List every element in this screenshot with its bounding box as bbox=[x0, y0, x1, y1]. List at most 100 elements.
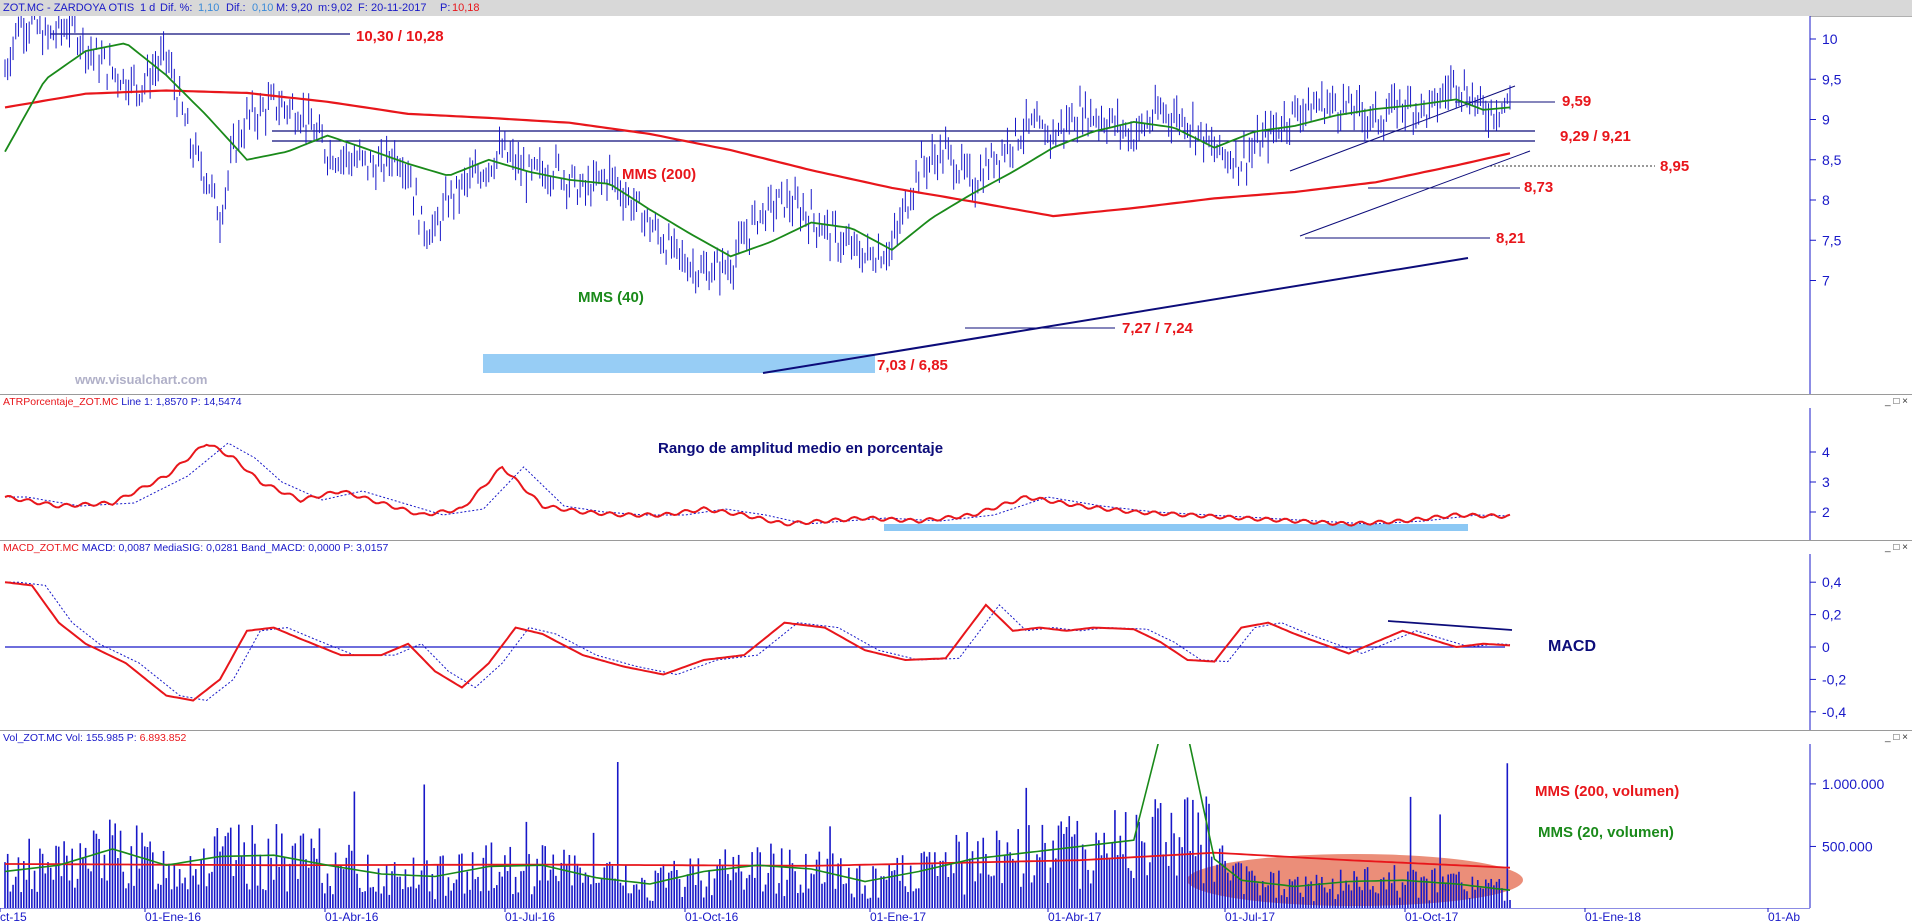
vol-p-label: P: bbox=[126, 732, 137, 744]
dif-label: Dif.: bbox=[226, 2, 246, 14]
atr-pane-title: ATRPorcentaje_ZOT.MC Line 1: 1,8570 P: 1… bbox=[3, 395, 242, 409]
y-tick-label: 7 bbox=[1822, 273, 1830, 289]
macd-chart: 0,4 0,2 0 -0,2 -0,4 MACD bbox=[4, 554, 1846, 730]
annotation-727: 7,27 / 7,24 bbox=[1122, 320, 1194, 337]
vol-p-value: 6.893.852 bbox=[139, 732, 187, 744]
y-tick-label: 0,4 bbox=[1822, 574, 1842, 590]
volume-window-controls[interactable]: _ □ × bbox=[1885, 732, 1908, 743]
atr-annotation: Rango de amplitud medio en porcentaje bbox=[658, 440, 943, 457]
price-bars bbox=[4, 16, 1511, 296]
dif-pct-value: 1,10 bbox=[198, 2, 220, 14]
annotation-929: 9,29 / 9,21 bbox=[1560, 128, 1631, 145]
macd-band-label: Band_MACD: bbox=[241, 542, 306, 554]
x-tick-label: 01-Jul-16 bbox=[505, 910, 555, 922]
x-tick-label: 01-Abr-16 bbox=[325, 910, 379, 922]
atr-window-controls[interactable]: _ □ × bbox=[1885, 396, 1908, 407]
date-value: 20-11-2017 bbox=[371, 2, 427, 14]
dif-value: 0,10 bbox=[252, 2, 274, 14]
y-tick-label: 8 bbox=[1822, 192, 1830, 208]
date-label: F: bbox=[358, 2, 368, 14]
title-bar: ZOT.MC - ZARDOYA OTIS 1 d Dif. %: 1,10 D… bbox=[0, 0, 1912, 17]
volume-y-axis: 1.000.000 500.000 bbox=[1810, 776, 1884, 854]
x-tick-label: 01-Ene-18 bbox=[1585, 910, 1641, 922]
x-tick-label: 01-Oct-16 bbox=[685, 910, 739, 922]
support-zone bbox=[483, 354, 875, 373]
x-tick-labels: ct-15 01-Ene-16 01-Abr-16 01-Jul-16 01-Oct-1… bbox=[0, 908, 1800, 922]
y-tick-label: 7,5 bbox=[1822, 232, 1842, 248]
macd-pane: MACD_ZOT.MC MACD: 0,0087 MediaSIG: 0,028… bbox=[0, 540, 1912, 730]
price-y-axis: 10,5109,598,587,57 bbox=[1810, 31, 1842, 289]
macd-y-axis: 0,4 0,2 0 -0,2 -0,4 bbox=[1810, 574, 1846, 720]
atr-y-axis: 4 3 2 bbox=[1810, 444, 1830, 520]
watermark: www.visualchart.com bbox=[74, 372, 207, 387]
macd-line bbox=[4, 581, 1511, 702]
vol-value: 155.985 bbox=[85, 732, 124, 744]
volume-mms20-line bbox=[4, 744, 1511, 891]
annotation-high: 10,30 / 10,28 bbox=[356, 28, 444, 45]
mms200-line bbox=[4, 89, 1511, 218]
macd-pane-title: MACD_ZOT.MC MACD: 0,0087 MediaSIG: 0,028… bbox=[3, 541, 388, 555]
y-tick-label: 8,5 bbox=[1822, 152, 1842, 168]
annotation-703: 7,03 / 6,85 bbox=[877, 357, 948, 374]
macd-band-value: 0,0000 bbox=[308, 542, 341, 554]
volume-pane-title: Vol_ZOT.MC Vol: 155.985 P: 6.893.852 bbox=[3, 731, 186, 745]
volume-chart: 1.000.000 500.000 MMS (200, volumen) MMS … bbox=[4, 744, 1884, 909]
period-label: 1 d bbox=[140, 2, 156, 14]
y-tick-label: 1.000.000 bbox=[1822, 776, 1884, 792]
annotation-895: 8,95 bbox=[1660, 158, 1689, 175]
min-value: 9,02 bbox=[331, 2, 353, 14]
y-tick-label: 10 bbox=[1822, 31, 1838, 47]
symbol-label: ZOT.MC - ZARDOYA OTIS bbox=[3, 2, 135, 14]
x-year-marker: 2018 bbox=[1586, 908, 1613, 909]
y-tick-label: 500.000 bbox=[1822, 838, 1873, 854]
macd-p-label: P: bbox=[343, 542, 354, 554]
macd-label: MACD: bbox=[81, 542, 116, 554]
annotation-mms200: MMS (200) bbox=[622, 166, 696, 183]
vol-label: Vol: bbox=[65, 732, 83, 744]
annotation-821: 8,21 bbox=[1496, 230, 1525, 247]
y-tick-label: 9,5 bbox=[1822, 71, 1842, 87]
x-tick-label: 01-Oct-17 bbox=[1405, 910, 1459, 922]
y-tick-label: 0,2 bbox=[1822, 607, 1842, 623]
min-label: m: bbox=[318, 2, 331, 14]
volume-bars bbox=[4, 761, 1511, 909]
macd-p-value: 3,0157 bbox=[356, 542, 389, 554]
macd-window-controls[interactable]: _ □ × bbox=[1885, 542, 1908, 553]
atr-line bbox=[4, 443, 1511, 527]
mms40-line bbox=[4, 42, 1511, 258]
atr-line-label: Line 1: bbox=[121, 396, 153, 408]
macd-value: 0,0087 bbox=[118, 542, 151, 554]
x-tick-label: 01-Ene-16 bbox=[145, 910, 201, 922]
price-chart: 10,5109,598,587,57 www.visualchart.com 1… bbox=[0, 16, 1842, 394]
y-tick-label: 2 bbox=[1822, 504, 1830, 520]
x-tick-label: 01-Ab bbox=[1768, 910, 1800, 922]
x-tick-label: 01-Abr-17 bbox=[1048, 910, 1102, 922]
atr-signal-line bbox=[5, 442, 1511, 525]
dif-pct-label: Dif. %: bbox=[160, 2, 193, 14]
vol-annotation-200: MMS (200, volumen) bbox=[1535, 783, 1679, 800]
atr-low-zone bbox=[884, 524, 1468, 531]
x-tick-label: 01-Ene-17 bbox=[870, 910, 926, 922]
macd-annotation: MACD bbox=[1548, 638, 1596, 655]
max-value: 9,20 bbox=[291, 2, 313, 14]
y-tick-label: -0,2 bbox=[1822, 671, 1846, 687]
atr-title: ATRPorcentaje_ZOT.MC bbox=[3, 396, 119, 408]
atr-pane: ATRPorcentaje_ZOT.MC Line 1: 1,8570 P: 1… bbox=[0, 394, 1912, 540]
x-axis: ct-15 01-Ene-16 01-Abr-16 01-Jul-16 01-Oct-1… bbox=[0, 908, 1912, 922]
max-label: M: bbox=[276, 2, 289, 14]
y-tick-label: -0,4 bbox=[1822, 704, 1846, 720]
macd-title: MACD_ZOT.MC bbox=[3, 542, 79, 554]
price-label: P: bbox=[440, 2, 451, 14]
y-tick-label: 9 bbox=[1822, 112, 1830, 128]
x-tick-label: ct-15 bbox=[0, 910, 27, 922]
vol-annotation-20: MMS (20, volumen) bbox=[1538, 824, 1674, 841]
macd-signal-line bbox=[5, 581, 1511, 702]
atr-line-value: 1,8570 bbox=[155, 396, 188, 408]
atr-p-label: P: bbox=[190, 396, 201, 408]
y-tick-label: 0 bbox=[1822, 639, 1830, 655]
x-tick-label: 01-Jul-17 bbox=[1225, 910, 1275, 922]
macd-sig-value: 0,0281 bbox=[206, 542, 239, 554]
y-tick-label: 4 bbox=[1822, 444, 1830, 460]
atr-p-value: 14,5474 bbox=[203, 396, 242, 408]
annotation-873: 8,73 bbox=[1524, 179, 1553, 196]
